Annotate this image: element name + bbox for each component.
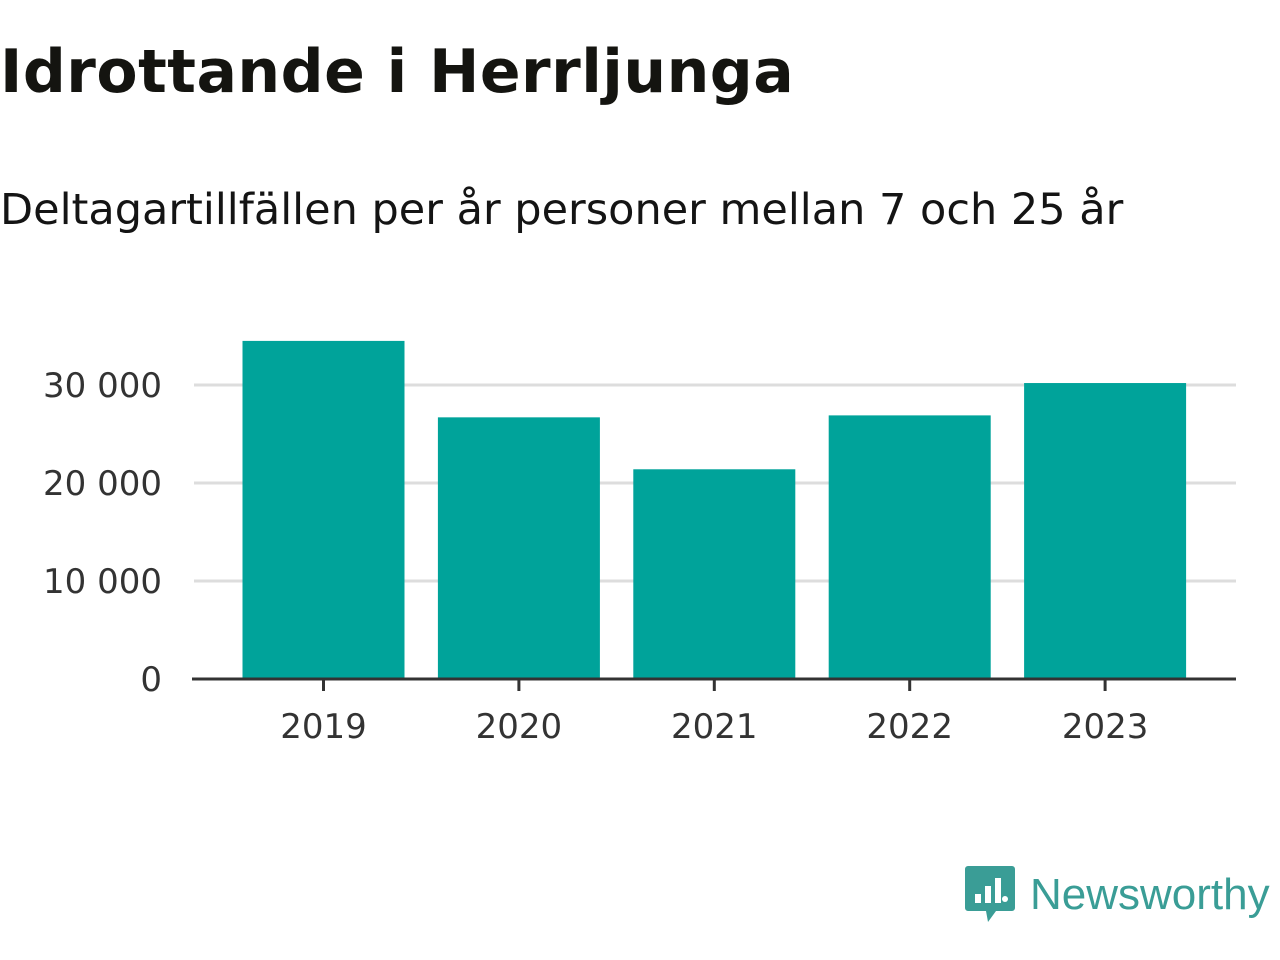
- y-tick-label: 20 000: [43, 464, 162, 504]
- bar-2021: [633, 469, 796, 679]
- bar-2023: [1024, 383, 1187, 679]
- axes: [192, 677, 1236, 691]
- bar-2020: [437, 417, 600, 679]
- y-tick-label: 0: [140, 660, 162, 700]
- tick-labels: 0 10 000 20 000 30 000 2019 2020 2021 2022 2023: [43, 366, 1148, 747]
- newsworthy-logo-icon: [965, 866, 1015, 922]
- x-tick-label: 2021: [671, 707, 758, 747]
- newsworthy-logo: Newsworthy: [964, 864, 1270, 926]
- x-tick-label: 2020: [476, 707, 563, 747]
- chart-title: Idrottande i Herrljunga: [0, 37, 795, 107]
- x-tick-label: 2022: [866, 707, 953, 747]
- y-tick-label: 10 000: [43, 562, 162, 602]
- chart-subtitle: Deltagartillfällen per år personer mella…: [0, 185, 1124, 235]
- bar-2019: [242, 340, 405, 679]
- x-tick-label: 2023: [1062, 707, 1149, 747]
- bars: [242, 340, 1187, 679]
- bar-2022: [828, 415, 991, 679]
- y-tick-label: 30 000: [43, 366, 162, 406]
- x-tick-label: 2019: [280, 707, 367, 747]
- newsworthy-logo-text: Newsworthy: [1030, 870, 1270, 919]
